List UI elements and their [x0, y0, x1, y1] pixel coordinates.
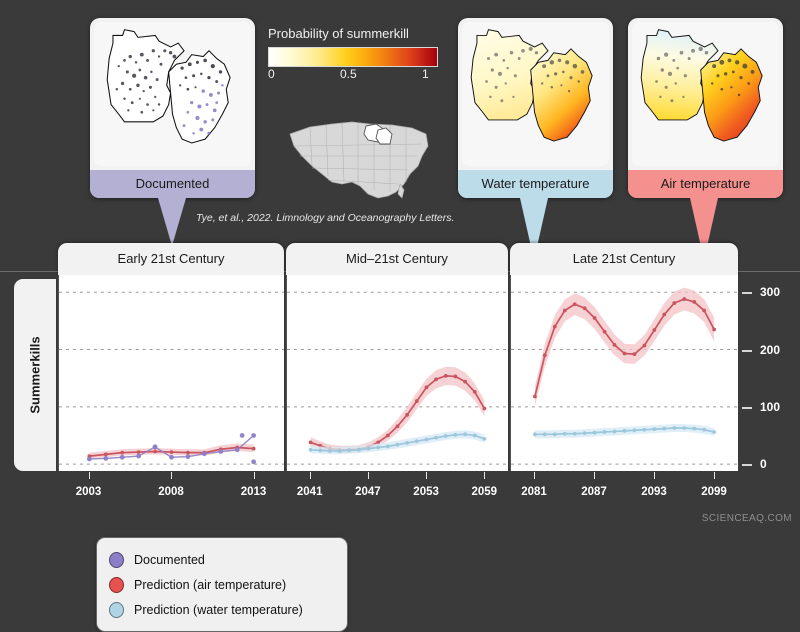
x-axis-early: 2003 2008 2013	[58, 472, 284, 510]
legend-label-water-prediction: Prediction (water temperature)	[134, 602, 303, 617]
map-image-air-temperature	[632, 22, 779, 166]
x-axis-mid: 2041 2047 2053 2059	[286, 472, 508, 510]
citation-text: Tye, et al., 2022. Limnology and Oceanog…	[196, 212, 455, 224]
x-tick-label: 2003	[75, 486, 102, 498]
plot-panel-mid	[286, 275, 508, 471]
y-tick-mark	[742, 406, 752, 409]
x-tick-mark	[426, 472, 428, 479]
watermark: SCIENCEAQ.COM	[701, 513, 792, 524]
x-tick-label: 2008	[158, 486, 184, 498]
x-tick-mark	[253, 472, 255, 479]
y-axis-ticks: 0 100 200 300	[738, 275, 798, 471]
colorbar-tick-labels: 0 0.5 1	[268, 67, 438, 83]
map-image-water-temperature	[462, 22, 609, 166]
y-tick-label: 300	[760, 285, 781, 300]
legend-label-documented: Documented	[134, 552, 205, 567]
colorbar-gradient	[268, 47, 438, 67]
colorbar-title: Probability of summerkill	[268, 26, 409, 41]
x-tick-label: 2013	[240, 486, 267, 498]
legend-swatch-documented	[109, 551, 124, 568]
map-svg-documented	[106, 29, 231, 144]
us-inset-map	[280, 112, 435, 212]
chart-legend: Documented Prediction (air temperature) …	[96, 537, 348, 632]
infographic-root: Documented Probability of summerkill 0 0…	[0, 18, 800, 632]
map-svg-air-temperature	[640, 29, 763, 142]
y-axis-label: Summerkills	[27, 336, 43, 414]
x-tick-label: 2047	[355, 486, 381, 498]
x-tick-label: 2093	[641, 486, 667, 498]
legend-item-documented: Documented	[109, 547, 335, 572]
map-label-water-temperature: Water temperature	[458, 170, 613, 198]
y-tick-label: 200	[760, 342, 781, 357]
x-tick-mark	[309, 472, 311, 479]
y-tick-label: 100	[760, 399, 781, 414]
map-label-documented: Documented	[90, 170, 255, 198]
y-tick-mark	[742, 292, 752, 295]
map-pointer-documented	[158, 198, 186, 246]
legend-item-air-prediction: Prediction (air temperature)	[109, 572, 335, 597]
x-tick-label: 2099	[701, 486, 727, 498]
colorbar-legend: Probability of summerkill 0 0.5 1	[268, 26, 438, 83]
map-card-water-temperature: Water temperature	[458, 18, 613, 260]
x-tick-mark	[88, 472, 90, 479]
x-tick-label: 2041	[296, 486, 323, 498]
x-tick-mark	[171, 472, 172, 479]
colorbar-tick-half: 0.5	[340, 67, 357, 81]
x-tick-label: 2087	[581, 486, 607, 498]
plot-panel-late	[510, 275, 738, 471]
x-tick-mark	[654, 472, 655, 479]
x-tick-mark	[484, 472, 486, 479]
plot-panel-early	[58, 275, 284, 471]
y-tick-label: 0	[760, 457, 767, 472]
y-tick-mark	[742, 464, 752, 467]
legend-label-air-prediction: Prediction (air temperature)	[134, 577, 287, 592]
map-image-documented	[94, 22, 251, 166]
x-axis-late: 2081 2087 2093 2099	[510, 472, 738, 510]
map-label-air-temperature: Air temperature	[628, 170, 783, 198]
y-axis-label-panel: Summerkills	[14, 279, 56, 471]
x-tick-label: 2053	[413, 486, 439, 498]
facet-header-late: Late 21st Century	[510, 243, 738, 275]
x-tick-mark	[367, 472, 369, 479]
facet-header-mid: Mid–21st Century	[286, 243, 508, 275]
colorbar-tick-0: 0	[268, 67, 275, 81]
map-card-air-temperature: Air temperature	[628, 18, 783, 260]
x-tick-label: 2059	[471, 486, 498, 498]
map-svg-water-temperature	[470, 29, 593, 142]
legend-swatch-water-prediction	[109, 601, 124, 618]
facet-header-early: Early 21st Century	[58, 243, 284, 275]
y-tick-mark	[742, 349, 752, 352]
legend-item-water-prediction: Prediction (water temperature)	[109, 597, 335, 622]
x-tick-mark	[714, 472, 715, 479]
chart-container: Early 21st Century Mid–21st Century Late…	[0, 243, 800, 632]
x-tick-label: 2081	[521, 486, 547, 498]
x-tick-mark	[534, 472, 535, 479]
legend-swatch-air-prediction	[109, 576, 124, 593]
x-tick-mark	[594, 472, 595, 479]
colorbar-tick-1: 1	[422, 67, 429, 81]
map-card-documented: Documented	[90, 18, 255, 246]
